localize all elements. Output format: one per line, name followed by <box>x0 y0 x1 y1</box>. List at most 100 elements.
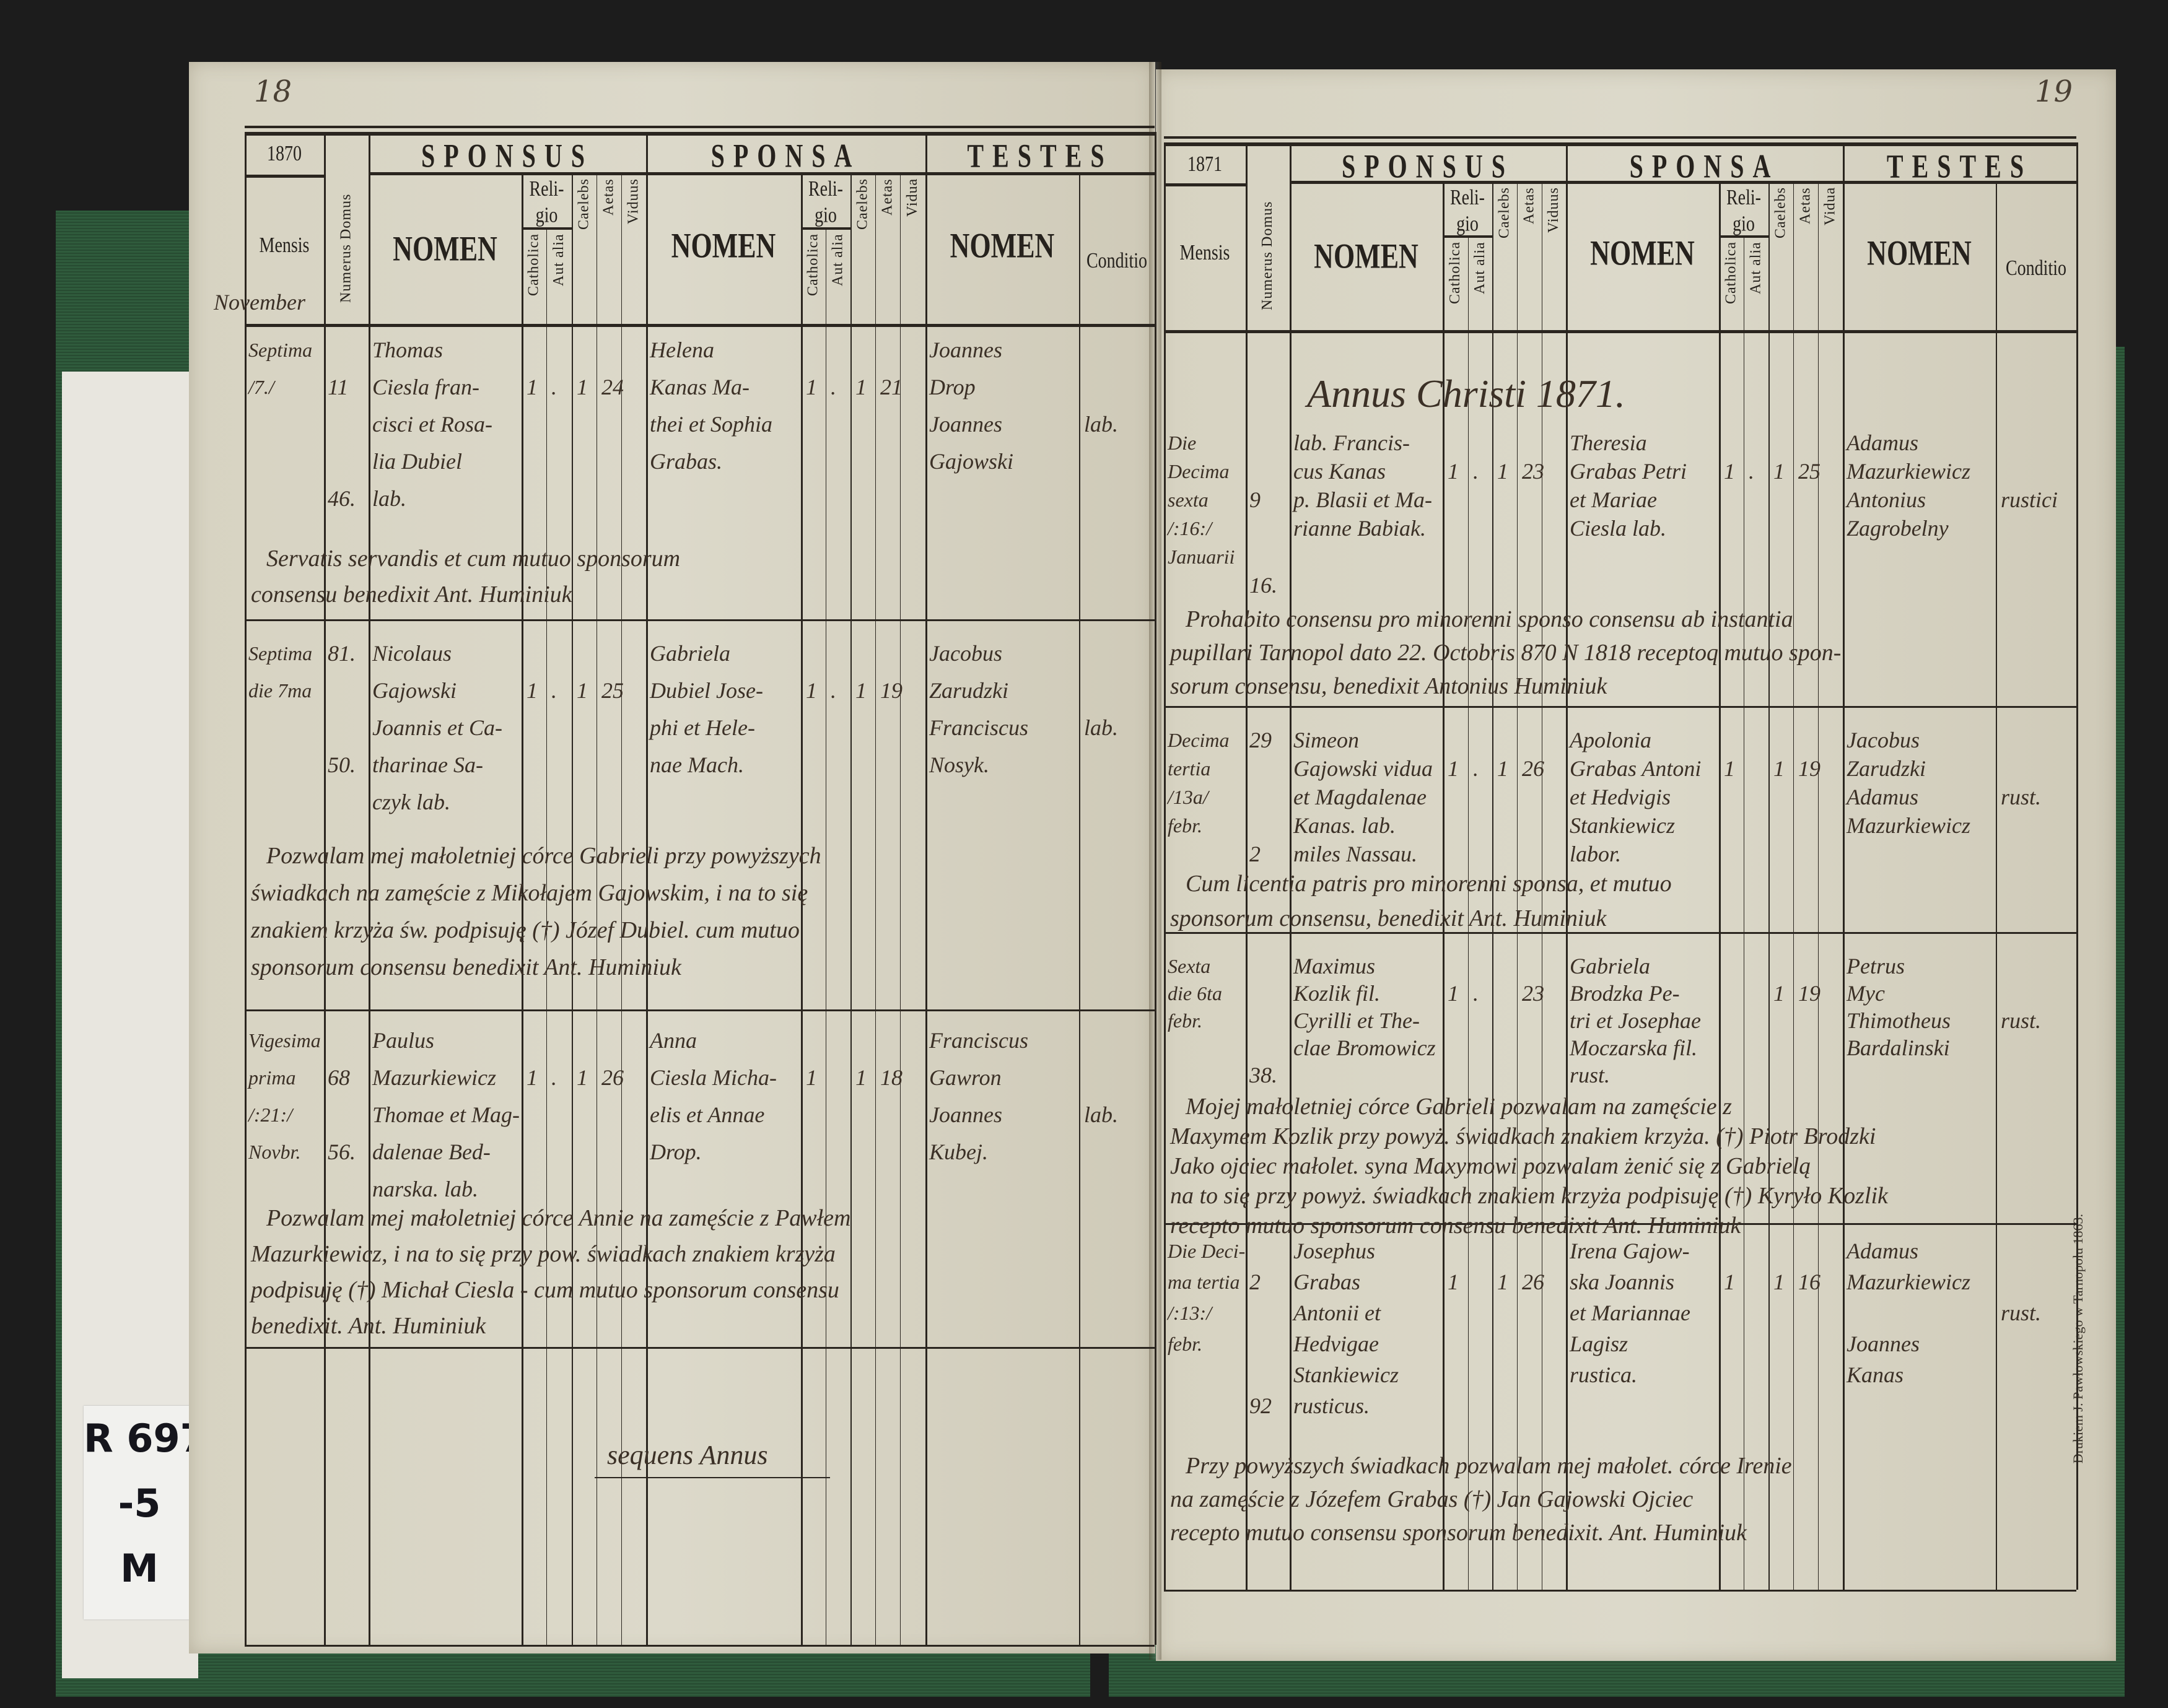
column-header-vidua: Vidua <box>904 178 920 217</box>
entry-date: ma tertia <box>1168 1271 1240 1293</box>
entry-testes: Joannes <box>929 412 1002 437</box>
entry-date: die 7ma <box>248 679 312 702</box>
entry-sponsus-nomen: Antonii et <box>1293 1301 1381 1325</box>
entry-note-line: Prohabito consensu pro minorenni sponso … <box>1186 606 1793 632</box>
row-separator <box>1164 932 2076 934</box>
entry-sponsus-aetas: 26 <box>1522 756 1544 781</box>
religio-rule <box>1443 235 1492 238</box>
entry-domus: 2 <box>1249 842 1261 866</box>
column-header-vidua: Vidua <box>1822 187 1838 226</box>
entry-conditio: rustici <box>2001 487 2058 512</box>
column-line <box>1996 181 1997 1590</box>
column-line <box>1719 181 1721 1590</box>
entry-date: sexta <box>1168 489 1209 511</box>
column-header-caelebs: Caelebs <box>1772 187 1789 238</box>
entry-sponsa-aut-alia: . <box>831 375 836 399</box>
entry-sponsus-nomen: lab. <box>372 486 407 511</box>
column-header-sponsa-nomen: NOMEN <box>1590 233 1695 272</box>
entry-sponsa-caelebs: 1 <box>1773 981 1785 1006</box>
entry-sponsus-nomen: Josephus <box>1293 1239 1375 1263</box>
entry-conditio: rust. <box>2001 1008 2042 1033</box>
column-header-viduus: Viduus <box>1545 187 1562 233</box>
entry-sponsa-nomen: Grabas Antoni <box>1570 756 1702 781</box>
entry-sponsus-nomen: Paulus <box>372 1028 435 1053</box>
entry-date: tertia <box>1168 757 1211 780</box>
entry-note-line: Jako ojciec małolet. syna Maxymowi pozwa… <box>1170 1153 1811 1179</box>
header-sub-rule <box>369 172 646 175</box>
entry-sponsus-aetas: 25 <box>601 678 624 703</box>
column-header-sponsus-nomen: NOMEN <box>1314 236 1418 276</box>
entry-note-line: Mazurkiewicz, i na to się przy pow. świa… <box>251 1241 836 1267</box>
page-number-right: 19 <box>2035 74 2073 109</box>
entry-date: die 6ta <box>1168 982 1222 1004</box>
entry-sponsa-nomen: Brodzka Pe- <box>1570 981 1680 1006</box>
entry-sponsus-aetas: 26 <box>1522 1270 1544 1294</box>
entry-domus: 50. <box>328 752 356 777</box>
entry-date: Die Deci- <box>1168 1240 1246 1262</box>
column-header-caelebs: Caelebs <box>575 178 592 230</box>
entry-note-line: consensu benedixit Ant. Huminiuk <box>251 582 572 608</box>
entry-sponsa-catholica: 1 <box>806 375 817 399</box>
entry-sponsa-caelebs: 1 <box>1773 459 1785 484</box>
column-group-testes: TESTES <box>1886 147 2033 185</box>
entry-note-line: recepto mutuo sponsorum consensu benedix… <box>1170 1213 1741 1239</box>
column-header-mensis: Mensis <box>259 233 310 258</box>
entry-date: febr. <box>1168 1009 1202 1032</box>
month-handwritten: November <box>214 290 305 315</box>
entry-testes: Zarudzki <box>1847 756 1926 781</box>
entry-testes: Joannes <box>929 338 1002 362</box>
table-bottom-rule <box>1164 1590 2076 1592</box>
entry-sponsa-caelebs: 1 <box>855 375 867 399</box>
column-line <box>572 172 573 1645</box>
column-line <box>324 132 326 1645</box>
column-line <box>621 172 622 1645</box>
entry-sponsus-nomen: Thomae et Mag- <box>372 1102 520 1127</box>
entry-sponsa-nomen: Gabriela <box>650 641 730 666</box>
entry-sponsa-nomen: et Mariae <box>1570 487 1657 512</box>
entry-sponsus-nomen: Gajowski vidua <box>1293 756 1433 781</box>
column-line <box>1492 181 1493 1590</box>
entry-sponsus-caelebs: 1 <box>1497 756 1508 781</box>
entry-note-line: znakiem krzyża św. podpisuję (†) Józef D… <box>251 917 800 943</box>
entry-sponsa-catholica: 1 <box>1724 459 1735 484</box>
entry-sponsa-nomen: nae Mach. <box>650 752 744 777</box>
entry-testes: Adamus <box>1847 1239 1918 1263</box>
entry-sponsus-catholica: 1 <box>527 375 538 399</box>
entry-sponsa-nomen: Grabas. <box>650 449 723 474</box>
column-group-sponsa: SPONSA <box>710 137 861 175</box>
column-line <box>875 172 876 1645</box>
entry-note-line: Pozwalam mej małoletniej córce Annie na … <box>266 1205 851 1231</box>
entry-sponsa-nomen: thei et Sophia <box>650 412 772 437</box>
column-line <box>1164 142 1166 1590</box>
column-line <box>1768 181 1770 1590</box>
header-top-rule <box>1164 142 2076 146</box>
entry-date: /:21:/ <box>248 1104 293 1126</box>
column-line <box>1443 181 1445 1590</box>
entry-domus: 11 <box>328 375 349 399</box>
header-sub-rule <box>1290 181 1566 184</box>
entry-sponsus-aut-alia: . <box>1473 459 1479 484</box>
entry-sponsa-aetas: 21 <box>880 375 903 399</box>
column-header-numerus-domus: Numerus Domus <box>1259 201 1275 310</box>
entry-testes: Nosyk. <box>929 752 989 777</box>
entry-sponsus-nomen: Maximus <box>1293 954 1375 978</box>
column-header-aut-alia: Aut alia <box>1472 242 1488 294</box>
right-page <box>1156 69 2116 1661</box>
entry-testes: Myc <box>1847 981 1885 1006</box>
column-header-aetas: Aetas <box>1521 187 1537 224</box>
entry-testes: Zagrobelny <box>1847 516 1949 541</box>
entry-date: /13a/ <box>1168 786 1209 808</box>
entry-sponsus-nomen: p. Blasii et Ma- <box>1293 487 1432 512</box>
entry-date: Vigesima <box>248 1029 321 1052</box>
entry-testes: Zarudzki <box>929 678 1009 703</box>
column-group-testes: TESTES <box>967 137 1113 175</box>
entry-sponsa-catholica: 1 <box>1724 756 1735 781</box>
entry-testes: Antonius <box>1847 487 1926 512</box>
entry-sponsus-caelebs: 1 <box>577 678 588 703</box>
entry-sponsus-aetas: 26 <box>601 1065 624 1090</box>
entry-sponsa-nomen: Anna <box>650 1028 697 1053</box>
entry-sponsus-caelebs: 1 <box>577 1065 588 1090</box>
column-header-conditio: Conditio <box>1086 248 1147 273</box>
entry-sponsa-nomen: labor. <box>1570 842 1622 866</box>
entry-note-line: Pozwalam mej małoletniej córce Gabrieli … <box>266 843 821 869</box>
